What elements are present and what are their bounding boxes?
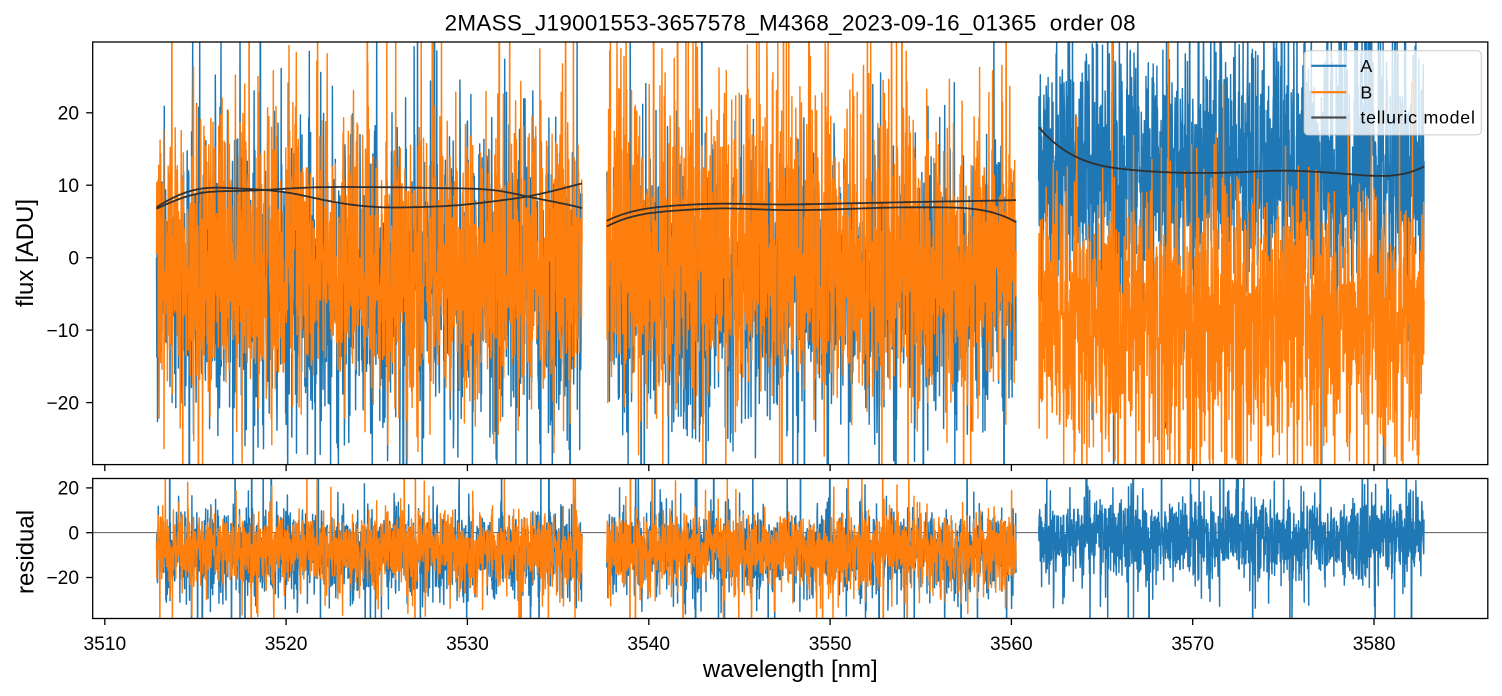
svg-text:20: 20	[58, 479, 79, 500]
svg-text:10: 10	[58, 176, 79, 197]
svg-text:−20: −20	[46, 568, 79, 589]
svg-text:3520: 3520	[265, 634, 308, 655]
svg-text:flux [ADU]: flux [ADU]	[12, 199, 39, 307]
svg-text:B: B	[1360, 82, 1372, 102]
svg-text:3550: 3550	[809, 634, 852, 655]
svg-text:2MASS_J19001553-3657578_M4368_: 2MASS_J19001553-3657578_M4368_2023-09-16…	[445, 10, 1136, 35]
svg-text:3510: 3510	[83, 634, 126, 655]
svg-text:−10: −10	[46, 321, 79, 342]
svg-text:telluric model: telluric model	[1360, 107, 1475, 127]
svg-text:3540: 3540	[627, 634, 670, 655]
svg-text:−20: −20	[46, 393, 79, 414]
svg-text:3530: 3530	[446, 634, 489, 655]
svg-text:A: A	[1360, 56, 1372, 76]
svg-text:3560: 3560	[990, 634, 1033, 655]
svg-text:residual: residual	[13, 510, 40, 594]
svg-text:0: 0	[68, 248, 79, 269]
svg-text:3580: 3580	[1353, 634, 1396, 655]
svg-text:3570: 3570	[1171, 634, 1214, 655]
svg-text:wavelength [nm]: wavelength [nm]	[702, 656, 878, 683]
svg-text:0: 0	[68, 523, 79, 544]
svg-text:20: 20	[58, 104, 79, 125]
